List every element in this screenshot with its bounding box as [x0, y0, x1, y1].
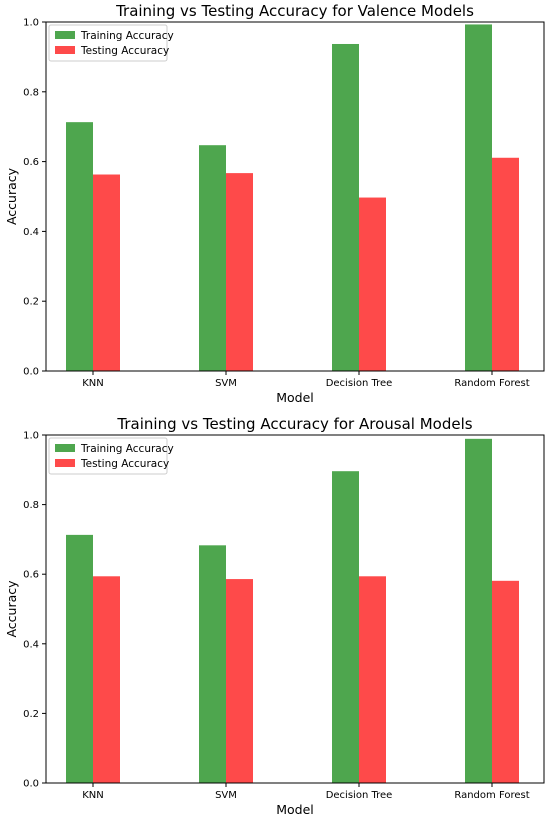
y-tick-label: 0.2: [23, 297, 39, 308]
y-axis-label: Accuracy: [4, 580, 19, 638]
y-tick-label: 1.0: [23, 18, 39, 29]
legend-box: [48, 24, 168, 62]
bar-training-3: [332, 471, 359, 783]
x-tick-label: Random Forest: [454, 790, 529, 801]
legend-label-2: Testing Accuracy: [80, 45, 169, 57]
y-tick-label: 0.6: [23, 570, 39, 581]
bar-training-4: [465, 24, 492, 372]
y-axis-label: Accuracy: [4, 167, 19, 225]
legend-swatch-2: [55, 46, 75, 54]
y-tick-label: 0.2: [23, 709, 39, 720]
x-tick-label: Decision Tree: [326, 790, 393, 801]
y-tick-label: 0.6: [23, 157, 39, 168]
legend-swatch-1: [55, 31, 75, 39]
bar-testing-3: [359, 576, 386, 783]
x-tick-label: Random Forest: [454, 378, 529, 389]
x-tick-label: Decision Tree: [326, 378, 393, 389]
legend-box: [48, 437, 168, 475]
x-axis-label: Model: [276, 390, 314, 405]
bar-training-3: [332, 43, 359, 371]
plot-frame: [45, 21, 545, 372]
y-tick-label: 0.4: [23, 227, 39, 238]
legend: Training Accuracy Testing Accuracy: [48, 24, 174, 62]
bar-training-1: [66, 122, 93, 372]
legend-swatch-1: [55, 444, 75, 452]
legend-swatch-2: [55, 459, 75, 467]
bar-testing-4: [492, 157, 519, 371]
y-tick-label: 0.4: [23, 639, 39, 650]
y-tick-label: 0.0: [23, 779, 39, 790]
y-tick-label: 0.0: [23, 367, 39, 378]
legend: Training Accuracy Testing Accuracy: [48, 437, 174, 475]
x-tick-label: KNN: [82, 378, 104, 389]
bar-training-2: [199, 545, 226, 783]
chart-2: Training vs Testing Accuracy for Arousal…: [4, 415, 545, 817]
bar-training-2: [199, 145, 226, 371]
legend-label-1: Training Accuracy: [80, 30, 174, 42]
bar-testing-2: [226, 579, 253, 783]
plot-frame: [45, 434, 545, 784]
x-tick-label: SVM: [215, 378, 237, 389]
y-tick-label: 0.8: [23, 500, 39, 511]
bar-training-1: [66, 534, 93, 783]
legend-label-1: Training Accuracy: [80, 443, 174, 455]
x-axis-label: Model: [276, 802, 314, 817]
chart-title: Training vs Testing Accuracy for Arousal…: [116, 415, 472, 433]
x-tick-label: KNN: [82, 790, 104, 801]
bar-testing-2: [226, 173, 253, 371]
x-tick-label: SVM: [215, 790, 237, 801]
y-tick-label: 1.0: [23, 431, 39, 442]
legend-label-2: Testing Accuracy: [80, 458, 169, 470]
chart-title: Training vs Testing Accuracy for Valence…: [115, 2, 474, 20]
chart-1: Training vs Testing Accuracy for Valence…: [4, 2, 545, 405]
bar-training-4: [465, 438, 492, 783]
bar-testing-4: [492, 580, 519, 783]
bar-testing-1: [93, 576, 120, 783]
bar-testing-3: [359, 197, 386, 371]
y-tick-label: 0.8: [23, 87, 39, 98]
bar-testing-1: [93, 174, 120, 371]
